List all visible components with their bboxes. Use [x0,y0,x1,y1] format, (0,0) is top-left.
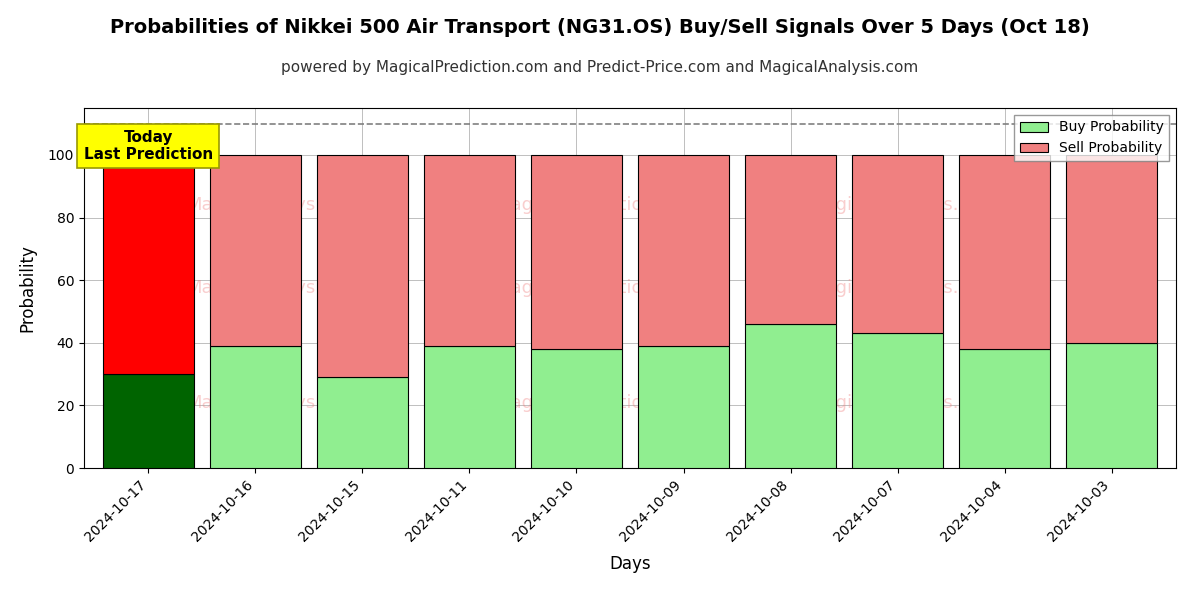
Text: MagicalAnalysis.com: MagicalAnalysis.com [809,394,997,412]
Bar [959,155,1050,349]
Y-axis label: Probability: Probability [19,244,37,332]
Text: powered by MagicalPrediction.com and Predict-Price.com and MagicalAnalysis.com: powered by MagicalPrediction.com and Pre… [281,60,919,75]
Bar [1067,155,1157,343]
Bar [530,155,622,349]
Bar [317,155,408,377]
Legend: Buy Probability, Sell Probability: Buy Probability, Sell Probability [1014,115,1169,161]
Bar [210,346,301,468]
Text: Probabilities of Nikkei 500 Air Transport (NG31.OS) Buy/Sell Signals Over 5 Days: Probabilities of Nikkei 500 Air Transpor… [110,18,1090,37]
Text: MagicalAnalysis.com: MagicalAnalysis.com [187,394,374,412]
Bar [638,155,730,346]
Bar [745,324,836,468]
Bar [210,155,301,346]
Text: MagicalAnalysis.com: MagicalAnalysis.com [809,279,997,297]
Text: MagicalPrediction.com: MagicalPrediction.com [496,394,698,412]
Text: MagicalAnalysis.com: MagicalAnalysis.com [187,196,374,214]
Bar [317,377,408,468]
Bar [424,155,515,346]
Bar [959,349,1050,468]
Bar [530,349,622,468]
Bar [852,334,943,468]
Text: MagicalPrediction.com: MagicalPrediction.com [496,279,698,297]
Bar [638,346,730,468]
Text: MagicalAnalysis.com: MagicalAnalysis.com [809,196,997,214]
Bar [1067,343,1157,468]
Bar [745,155,836,324]
X-axis label: Days: Days [610,556,650,574]
Text: MagicalPrediction.com: MagicalPrediction.com [496,196,698,214]
Bar [103,155,193,374]
Text: MagicalAnalysis.com: MagicalAnalysis.com [187,279,374,297]
Text: Today
Last Prediction: Today Last Prediction [84,130,212,163]
Bar [424,346,515,468]
Bar [103,374,193,468]
Bar [852,155,943,334]
